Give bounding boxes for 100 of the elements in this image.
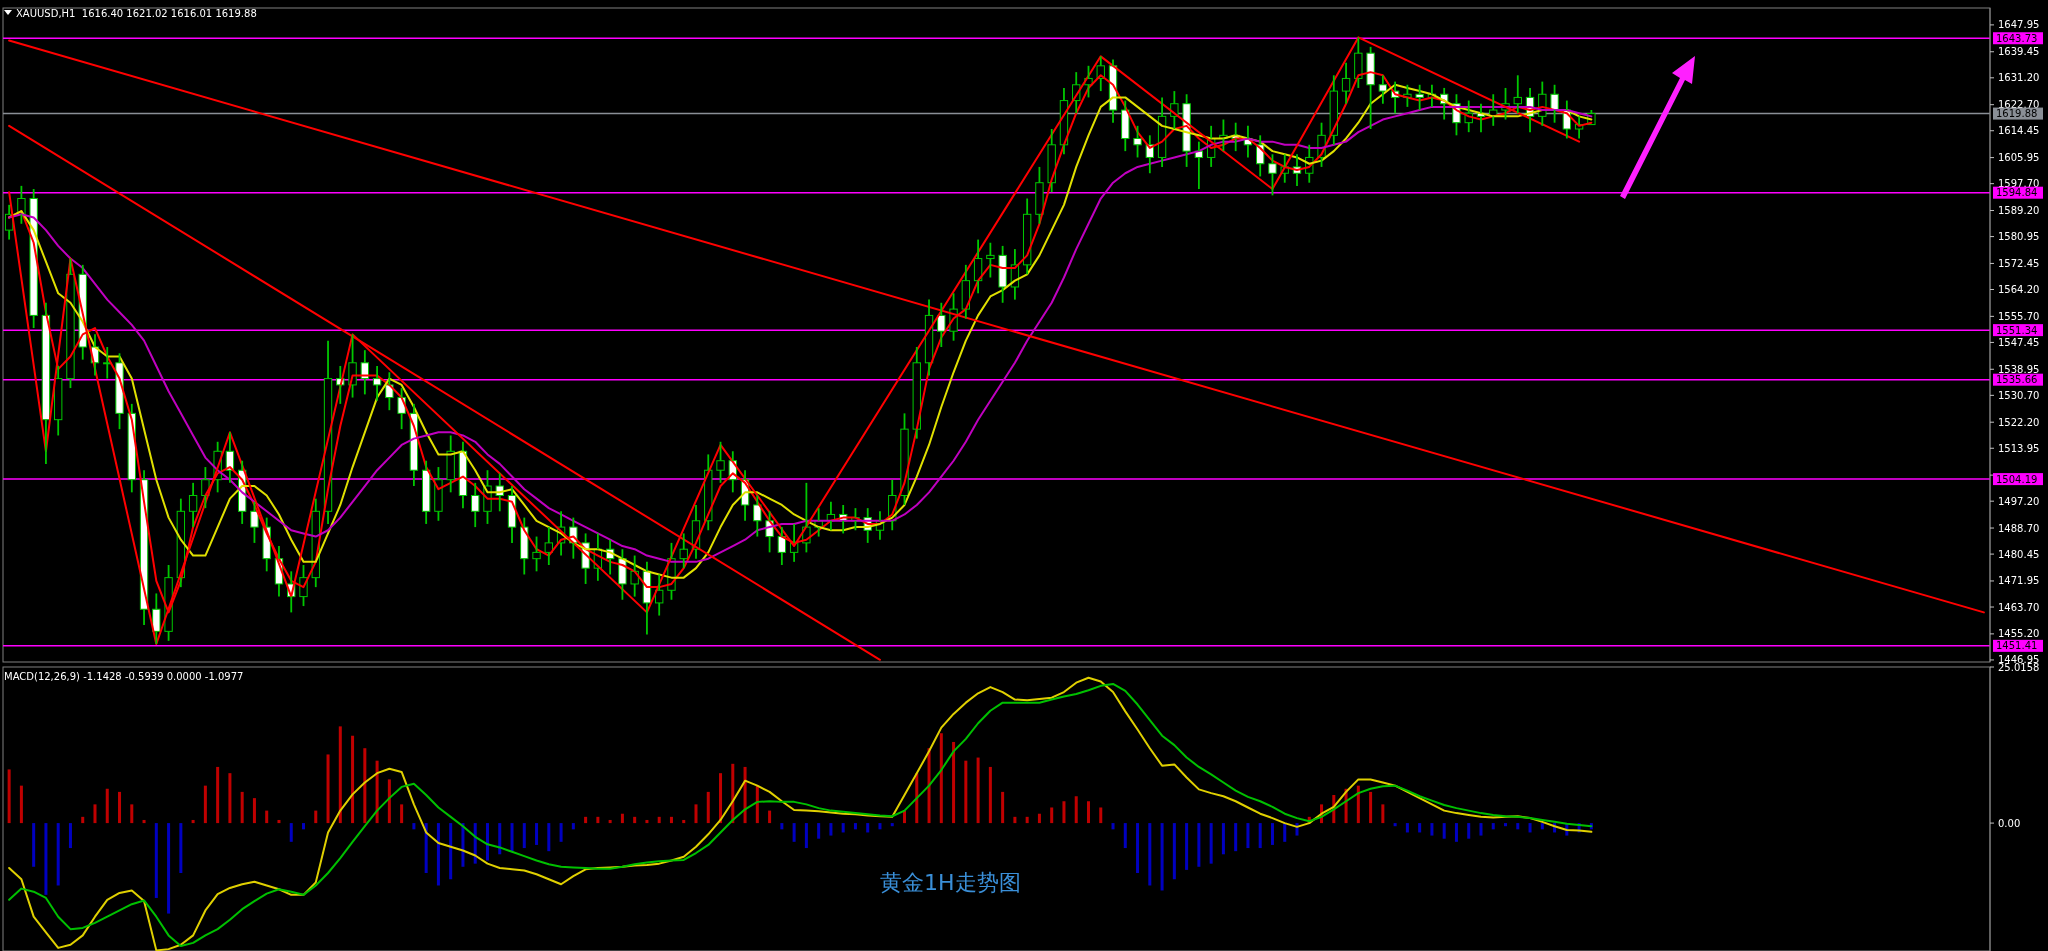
bar	[1356, 785, 1360, 824]
bar	[1454, 823, 1458, 842]
candlestick	[1354, 36, 1363, 89]
bar	[1467, 823, 1471, 839]
bar	[584, 816, 588, 824]
y-tick-label: 1480.45	[1998, 548, 2040, 560]
bar	[485, 823, 489, 861]
bar	[449, 823, 453, 880]
bar	[1062, 801, 1066, 824]
bar	[363, 748, 367, 824]
bar	[1086, 801, 1090, 824]
ref-line-label: 1535.66	[1996, 374, 2038, 386]
bar	[694, 804, 698, 824]
ref-line-label: 1504.19	[1996, 473, 2038, 485]
candlestick	[372, 365, 382, 402]
bar	[706, 791, 710, 824]
bar	[142, 819, 146, 824]
candlestick	[1378, 74, 1388, 105]
ref-line-label: 1643.73	[1996, 32, 2038, 44]
candlestick	[655, 573, 664, 617]
candlestick	[937, 301, 946, 348]
bar	[1504, 823, 1508, 827]
bar	[719, 773, 723, 824]
bar	[203, 785, 207, 824]
bar	[1381, 804, 1385, 824]
y-tick-label: 1471.95	[1998, 575, 2040, 587]
bar	[1197, 823, 1201, 867]
bar	[424, 823, 428, 873]
bar	[1270, 823, 1274, 845]
bar	[535, 823, 539, 845]
bar	[1516, 823, 1520, 830]
candlestick	[1341, 61, 1351, 105]
bar	[277, 819, 281, 824]
bar	[387, 779, 391, 824]
bar	[1369, 791, 1373, 824]
candlestick	[1513, 74, 1522, 115]
candlestick	[753, 494, 762, 538]
bar	[1246, 823, 1250, 849]
candlestick	[41, 301, 51, 465]
bar	[890, 823, 894, 827]
y-tick-label: 1597.70	[1998, 178, 2040, 190]
y-tick-label: 1564.20	[1998, 284, 2040, 295]
bar	[964, 760, 968, 824]
bar	[755, 785, 759, 824]
ref-line-label: 1594.84	[1996, 187, 2038, 199]
y-tick-label: 1639.45	[1998, 46, 2040, 58]
bar	[866, 823, 870, 833]
bar	[1050, 807, 1054, 824]
bar	[1393, 823, 1397, 827]
chart-title: MACD(12,26,9) -1.1428 -0.5939 0.0000 -1.0977	[4, 671, 244, 682]
bar	[265, 810, 269, 824]
bar	[792, 823, 796, 842]
y-tick-label: 1530.70	[1998, 389, 2040, 401]
bar	[1099, 807, 1103, 824]
chart-title: XAUUSD,H1 1616.40 1621.02 1616.01 1619.88	[16, 8, 257, 19]
y-tick-label: 1555.70	[1998, 310, 2040, 322]
y-tick-label: 1488.70	[1998, 522, 2040, 534]
bar	[1172, 823, 1176, 880]
bar	[252, 798, 256, 824]
y-tick-label: 1614.45	[1998, 125, 2040, 137]
bar	[645, 819, 649, 824]
candlestick	[471, 481, 480, 528]
ref-line-label: 1619.88	[1996, 108, 2038, 120]
bar	[179, 823, 183, 873]
bar	[375, 760, 379, 824]
bar	[461, 823, 465, 867]
bar	[596, 816, 600, 824]
candlestick	[630, 554, 639, 598]
bar	[1074, 796, 1078, 824]
bar	[939, 733, 943, 824]
bar	[743, 766, 747, 824]
bar	[154, 823, 158, 898]
y-tick-label: 1622.70	[1998, 99, 2040, 111]
y-tick-label: 1605.95	[1998, 152, 2040, 164]
bar	[1136, 823, 1140, 873]
y-tick-label: 1455.20	[1998, 628, 2040, 640]
candlestick	[1047, 128, 1056, 194]
bar	[228, 773, 232, 824]
bar	[927, 748, 931, 824]
bar	[7, 769, 11, 824]
bar	[1283, 823, 1287, 842]
candlestick	[544, 526, 553, 566]
candlestick	[520, 516, 529, 576]
bar	[400, 804, 404, 824]
bar	[903, 810, 907, 824]
candlestick	[912, 346, 921, 440]
bar	[878, 823, 882, 830]
y-tick-label: 0.00	[1998, 817, 2021, 829]
bar	[1123, 823, 1127, 849]
bar	[32, 823, 36, 867]
y-tick-label: 1513.95	[1998, 442, 2040, 454]
annotation: 黄金1H走势图	[880, 870, 1021, 895]
bar	[1234, 823, 1238, 852]
bar	[620, 813, 624, 824]
bar	[326, 754, 330, 824]
bar	[130, 804, 134, 824]
bar	[56, 823, 60, 886]
bar	[1013, 816, 1017, 824]
y-tick-label: 1463.70	[1998, 601, 2040, 613]
bar	[240, 791, 244, 824]
